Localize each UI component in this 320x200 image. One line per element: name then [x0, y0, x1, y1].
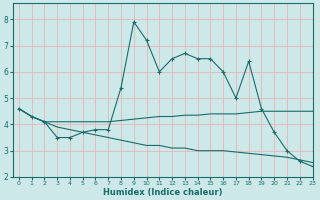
X-axis label: Humidex (Indice chaleur): Humidex (Indice chaleur) [103, 188, 222, 197]
